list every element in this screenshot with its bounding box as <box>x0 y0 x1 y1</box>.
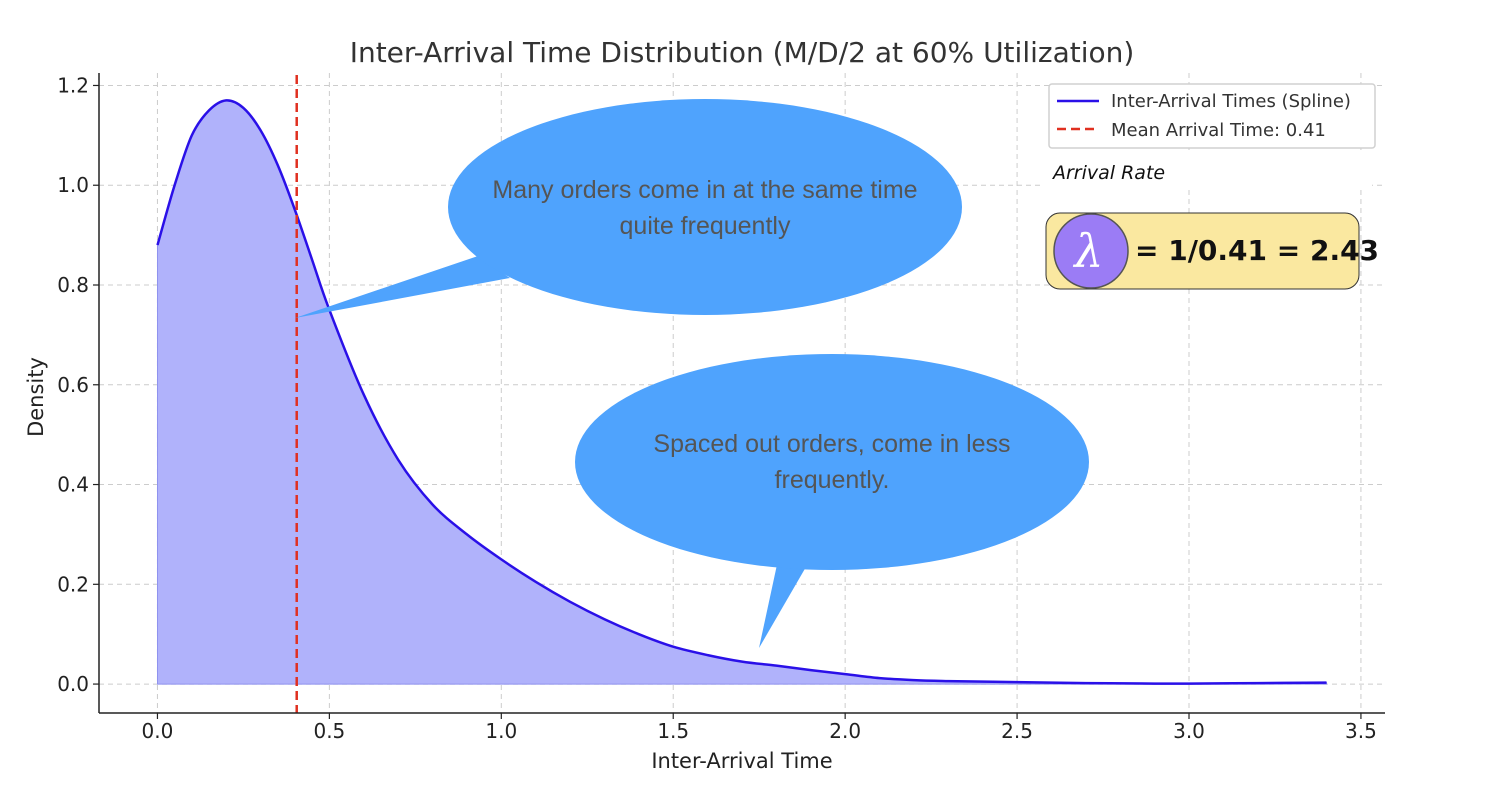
x-tick-label: 2.0 <box>829 719 861 743</box>
y-axis-ticks: 0.0 0.2 0.4 0.6 0.8 1.0 1.2 <box>57 73 99 696</box>
x-tick-label: 3.0 <box>1173 719 1205 743</box>
x-tick-label: 1.5 <box>657 719 689 743</box>
arrival-rate-label: Arrival Rate <box>1051 162 1165 184</box>
lambda-symbol: λ <box>1072 224 1103 278</box>
y-tick-label: 0.0 <box>57 672 89 696</box>
density-spline-line <box>156 99 1327 685</box>
x-tick-label: 0.5 <box>313 719 345 743</box>
axes <box>98 73 1385 714</box>
callout-pointer-spaced <box>759 560 810 648</box>
arrival-rate-box <box>1045 212 1360 290</box>
arrival-rate-label-backdrop <box>1040 152 1372 188</box>
legend: Inter-Arrival Times (Spline) Mean Arriva… <box>1048 83 1376 149</box>
y-tick-label: 1.0 <box>57 173 89 197</box>
callout-bubble-spaced: Spaced out orders, come in less frequent… <box>575 354 1089 648</box>
x-tick-label: 1.0 <box>485 719 517 743</box>
callout-pointer-frequent <box>295 256 510 318</box>
chart-title: Inter-Arrival Time Distribution (M/D/2 a… <box>350 36 1135 69</box>
callout-text-spaced-line2: frequently. <box>775 466 890 494</box>
callout-ellipse-spaced <box>575 354 1089 570</box>
y-axis-label: Density <box>24 357 48 437</box>
y-tick-label: 1.2 <box>57 73 89 97</box>
x-axis-label: Inter-Arrival Time <box>651 749 832 773</box>
legend-entry-mean: Mean Arrival Time: 0.41 <box>1111 120 1326 141</box>
callout-text-spaced-line1: Spaced out orders, come in less <box>653 430 1010 458</box>
callout-text-frequent-line1: Many orders come in at the same time <box>492 176 917 204</box>
legend-box <box>1048 83 1376 149</box>
x-tick-label: 2.5 <box>1001 719 1033 743</box>
lambda-badge <box>1053 213 1129 289</box>
arrival-rate-note: Arrival Rate λ = 1/0.41 = 2.43 <box>1040 152 1379 290</box>
callout-bubble-frequent: Many orders come in at the same time qui… <box>295 99 962 318</box>
x-tick-label: 3.5 <box>1345 719 1377 743</box>
y-tick-label: 0.6 <box>57 373 89 397</box>
callout-text-frequent-line2: quite frequently <box>620 212 791 240</box>
x-tick-label: 0.0 <box>142 719 174 743</box>
x-axis-ticks: 0.0 0.5 1.0 1.5 2.0 2.5 3.0 3.5 <box>142 713 1377 743</box>
arrival-rate-formula: = 1/0.41 = 2.43 <box>1135 234 1379 267</box>
callout-ellipse-frequent <box>448 99 962 315</box>
legend-entry-spline: Inter-Arrival Times (Spline) <box>1111 91 1351 112</box>
y-tick-label: 0.8 <box>57 273 89 297</box>
y-tick-label: 0.4 <box>57 473 89 497</box>
y-tick-label: 0.2 <box>57 572 89 596</box>
